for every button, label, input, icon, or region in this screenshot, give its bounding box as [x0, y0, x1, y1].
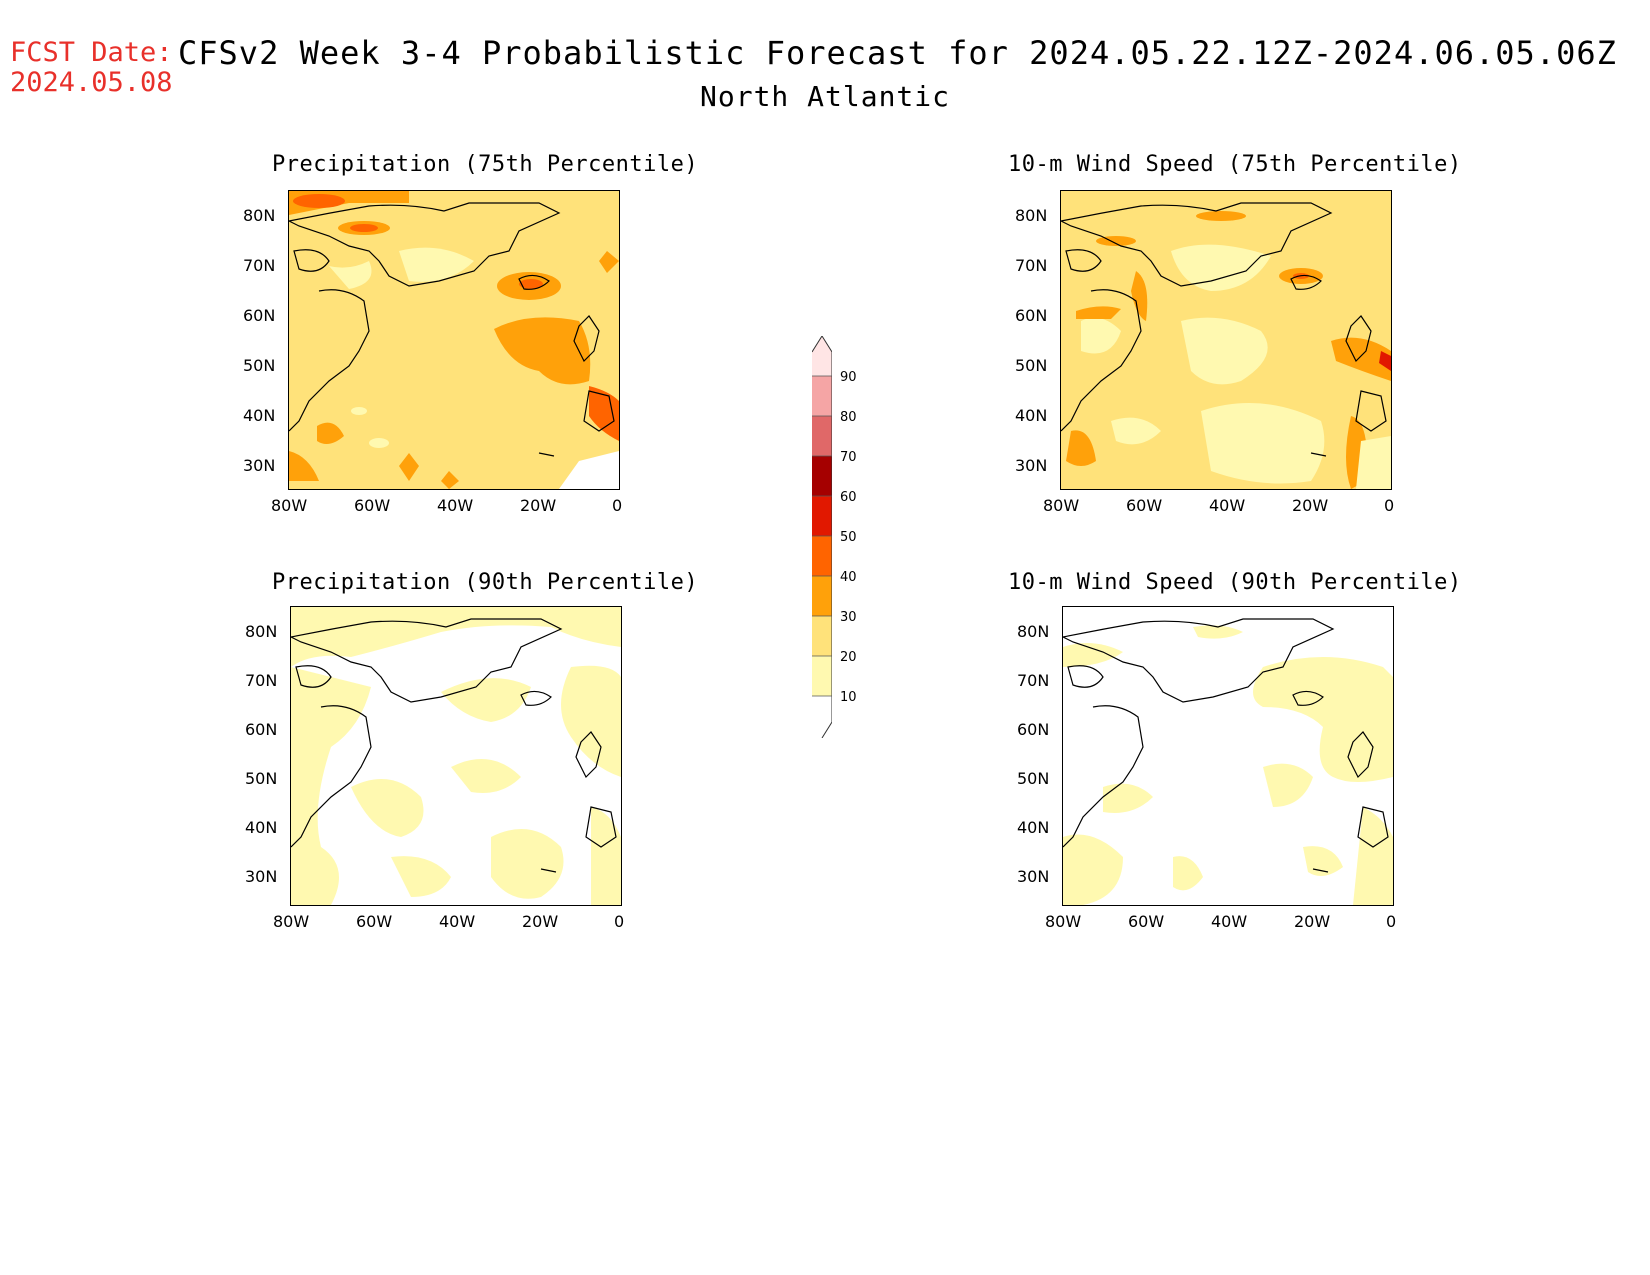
colorbar-label-30: 30 [840, 610, 857, 625]
lat-label: 60N [1015, 306, 1048, 325]
colorbar-bin-40-50 [812, 536, 832, 576]
map-wind-75 [1060, 190, 1392, 490]
lon-label: 80W [273, 912, 310, 931]
colorbar-bin-60-70 [812, 456, 832, 496]
lon-label: 80W [1043, 496, 1080, 515]
lat-label: 50N [245, 769, 278, 788]
lon-label: 0 [614, 912, 625, 931]
colorbar-bin-30-40 [812, 576, 832, 616]
lon-label: 0 [1384, 496, 1395, 515]
colorbar-label-90: 90 [840, 370, 857, 385]
forecast-date-label: FCST Date: [10, 37, 173, 68]
colorbar-label-20: 20 [840, 650, 857, 665]
lon-label: 40W [437, 496, 474, 515]
lon-label: 20W [1294, 912, 1331, 931]
lon-label: 40W [1211, 912, 1248, 931]
lat-label: 30N [243, 456, 276, 475]
lon-label: 60W [1126, 496, 1163, 515]
lon-label: 80W [271, 496, 308, 515]
colorbar-label-50: 50 [840, 530, 857, 545]
lat-label: 50N [243, 356, 276, 375]
panel-title-precip-75: Precipitation (75th Percentile) [272, 152, 699, 177]
colorbar-bin-50-60 [812, 496, 832, 536]
lat-label: 40N [1017, 818, 1050, 837]
region-subtitle: North Atlantic [700, 80, 951, 113]
colorbar-bin-20-30 [812, 616, 832, 656]
lat-label: 80N [1017, 622, 1050, 641]
colorbar-bin-70-80 [812, 416, 832, 456]
lat-label: 50N [1017, 769, 1050, 788]
lat-label: 70N [1017, 671, 1050, 690]
lat-label: 30N [1015, 456, 1048, 475]
forecast-date-block: FCST Date: 2024.05.08 [10, 38, 173, 98]
lat-label: 60N [1017, 720, 1050, 739]
lon-label: 20W [1292, 496, 1329, 515]
map-precip-75 [288, 190, 620, 490]
lat-label: 70N [1015, 256, 1048, 275]
colorbar-bin-10-20 [812, 656, 832, 696]
lat-label: 40N [1015, 406, 1048, 425]
lat-label: 30N [1017, 867, 1050, 886]
lat-label: 50N [1015, 356, 1048, 375]
lat-label: 30N [245, 867, 278, 886]
panel-title-wind-90: 10-m Wind Speed (90th Percentile) [1008, 570, 1462, 595]
lat-label: 40N [243, 406, 276, 425]
lon-label: 20W [522, 912, 559, 931]
lon-label: 0 [1386, 912, 1397, 931]
wind-90-field [1063, 607, 1393, 905]
colorbar-cap-top [812, 336, 832, 376]
lat-label: 60N [243, 306, 276, 325]
map-precip-90 [290, 606, 622, 906]
colorbar-label-40: 40 [840, 570, 857, 585]
page-title: CFSv2 Week 3-4 Probabilistic Forecast fo… [178, 34, 1617, 72]
lat-label: 70N [243, 256, 276, 275]
colorbar-label-10: 10 [840, 690, 857, 705]
lon-label: 60W [1128, 912, 1165, 931]
lat-label: 60N [245, 720, 278, 739]
lon-label: 60W [354, 496, 391, 515]
panel-title-precip-90: Precipitation (90th Percentile) [272, 570, 699, 595]
lat-label: 70N [245, 671, 278, 690]
wind-75-field [1061, 191, 1391, 489]
lat-label: 80N [245, 622, 278, 641]
precip-90-field [291, 607, 621, 905]
lon-label: 80W [1045, 912, 1082, 931]
lat-label: 80N [243, 206, 276, 225]
colorbar-cap-bottom [812, 696, 832, 738]
lon-label: 40W [1209, 496, 1246, 515]
map-wind-90 [1062, 606, 1394, 906]
lon-label: 40W [439, 912, 476, 931]
colorbar-label-70: 70 [840, 450, 857, 465]
lat-label: 40N [245, 818, 278, 837]
colorbar-bin-80-90 [812, 376, 832, 416]
lon-label: 20W [520, 496, 557, 515]
forecast-date-value: 2024.05.08 [10, 67, 173, 98]
precip-75-field [289, 191, 619, 489]
colorbar-label-80: 80 [840, 410, 857, 425]
colorbar-label-60: 60 [840, 490, 857, 505]
lat-label: 80N [1015, 206, 1048, 225]
colorbar [812, 336, 832, 738]
lon-label: 0 [612, 496, 623, 515]
lon-label: 60W [356, 912, 393, 931]
panel-title-wind-75: 10-m Wind Speed (75th Percentile) [1008, 152, 1462, 177]
